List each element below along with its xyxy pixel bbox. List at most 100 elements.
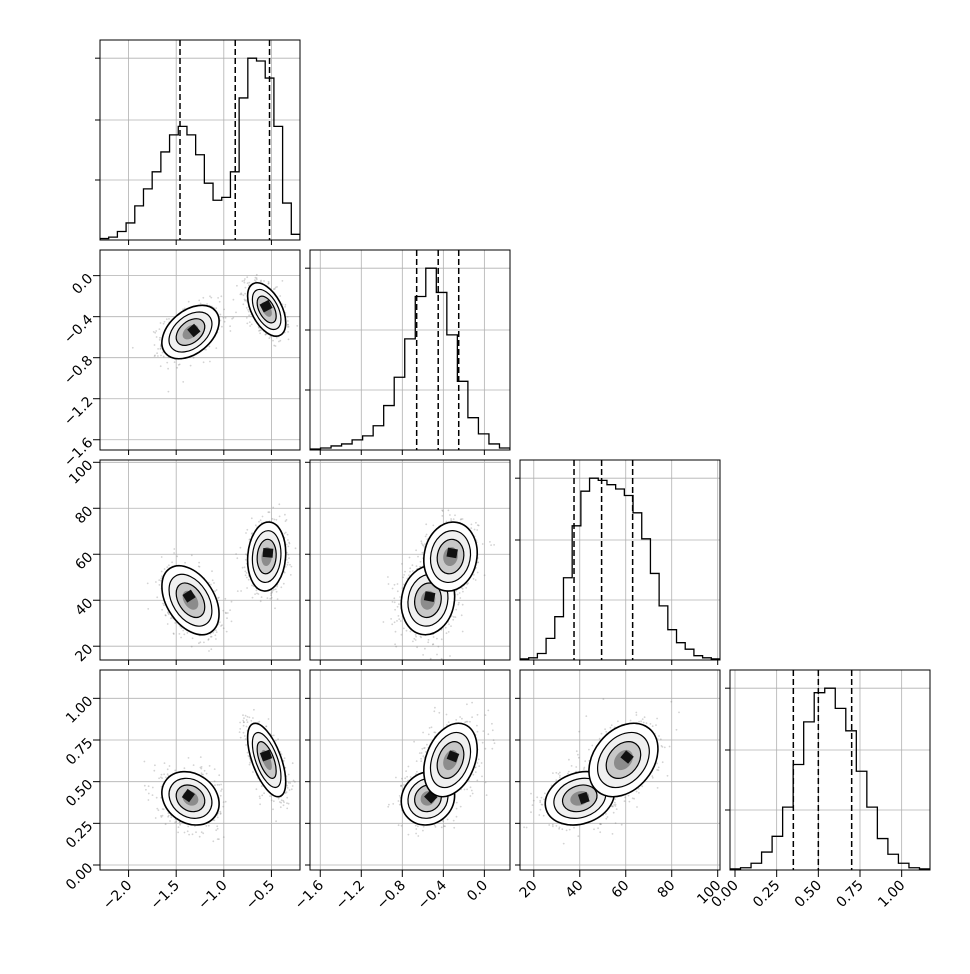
- scatter-point: [190, 365, 192, 367]
- scatter-point: [420, 561, 422, 563]
- scatter-point: [287, 324, 289, 326]
- scatter-point: [222, 610, 224, 612]
- scatter-point: [452, 619, 454, 621]
- scatter-point: [432, 643, 434, 645]
- scatter-point: [455, 609, 457, 611]
- scatter-point: [246, 529, 248, 531]
- scatter-point: [436, 654, 438, 656]
- scatter-point: [203, 361, 205, 363]
- scatter-point: [426, 534, 428, 536]
- scatter-point: [462, 604, 464, 606]
- scatter-point: [210, 648, 212, 650]
- scatter-point: [394, 584, 396, 586]
- scatter-point: [156, 336, 158, 338]
- scatter-point: [285, 304, 287, 306]
- scatter-point: [188, 301, 190, 303]
- scatter-point: [244, 300, 246, 302]
- scatter-point: [256, 590, 258, 592]
- scatter-point: [226, 631, 228, 633]
- scatter-point: [449, 514, 451, 516]
- scatter-point: [235, 553, 237, 555]
- scatter-point: [223, 801, 225, 803]
- scatter-point: [477, 572, 479, 574]
- scatter-point: [251, 517, 253, 519]
- scatter-point: [477, 561, 479, 563]
- scatter-point: [167, 623, 169, 625]
- scatter-point: [425, 523, 427, 525]
- scatter-point: [171, 617, 173, 619]
- scatter-point: [217, 297, 219, 299]
- scatter-point: [163, 773, 165, 775]
- scatter-point: [237, 590, 239, 592]
- scatter-point: [287, 534, 289, 536]
- scatter-point: [192, 637, 194, 639]
- scatter-point: [260, 519, 262, 521]
- scatter-point: [460, 519, 462, 521]
- scatter-point: [164, 321, 166, 323]
- scatter-point: [404, 571, 406, 573]
- scatter-point: [207, 639, 209, 641]
- scatter-point: [171, 561, 173, 563]
- scatter-point: [416, 565, 418, 567]
- scatter-point: [455, 616, 457, 618]
- scatter-point: [448, 631, 450, 633]
- scatter-point: [276, 286, 278, 288]
- scatter-point: [187, 826, 189, 828]
- scatter-point: [462, 631, 464, 633]
- scatter-point: [284, 514, 286, 516]
- scatter-point: [415, 636, 417, 638]
- scatter-point: [209, 346, 211, 348]
- scatter-point: [231, 318, 233, 320]
- scatter-point: [424, 543, 426, 545]
- scatter-point: [208, 825, 210, 827]
- scatter-point: [218, 597, 220, 599]
- scatter-point: [231, 621, 233, 623]
- scatter-point: [400, 620, 402, 622]
- scatter-point: [167, 773, 169, 775]
- scatter-point: [420, 637, 422, 639]
- scatter-point: [245, 574, 247, 576]
- scatter-point: [184, 767, 186, 769]
- scatter-point: [424, 648, 426, 650]
- scatter-point: [425, 536, 427, 538]
- scatter-point: [161, 556, 163, 558]
- scatter-point: [240, 590, 242, 592]
- scatter-point: [167, 368, 169, 370]
- scatter-point: [210, 584, 212, 586]
- scatter-point: [275, 588, 277, 590]
- scatter-point: [182, 630, 184, 632]
- scatter-point: [223, 836, 225, 838]
- histogram-step: [520, 478, 720, 660]
- scatter-point: [390, 618, 392, 620]
- scatter-point: [210, 297, 212, 299]
- scatter-point: [473, 578, 475, 580]
- scatter-point: [243, 280, 245, 282]
- scatter-point: [284, 533, 286, 535]
- scatter-point: [394, 621, 396, 623]
- scatter-point: [287, 316, 289, 318]
- scatter-point: [221, 788, 223, 790]
- scatter-point: [259, 332, 261, 334]
- y-tick-label: −0.8: [61, 353, 96, 388]
- scatter-point: [433, 636, 435, 638]
- scatter-point: [168, 564, 170, 566]
- scatter-point: [225, 317, 227, 319]
- scatter-point: [152, 787, 154, 789]
- scatter-point: [206, 773, 208, 775]
- scatter-point: [209, 361, 211, 363]
- scatter-point: [220, 314, 222, 316]
- scatter-point: [178, 826, 180, 828]
- scatter-point: [248, 311, 250, 313]
- scatter-point: [268, 337, 270, 339]
- scatter-point: [166, 318, 168, 320]
- scatter-point: [258, 521, 260, 523]
- scatter-point: [262, 516, 264, 518]
- scatter-point: [459, 597, 461, 599]
- scatter-point: [394, 601, 396, 603]
- scatter-point: [394, 643, 396, 645]
- scatter-point: [187, 632, 189, 634]
- scatter-point: [199, 641, 201, 643]
- scatter-point: [167, 768, 169, 770]
- scatter-point: [153, 770, 155, 772]
- scatter-point: [147, 583, 149, 585]
